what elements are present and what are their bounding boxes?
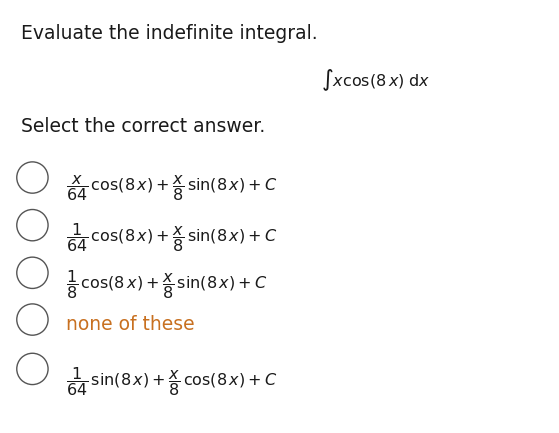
Text: $\int x \cos(8\,x)\;\mathrm{d}x$: $\int x \cos(8\,x)\;\mathrm{d}x$	[321, 67, 430, 93]
Ellipse shape	[17, 210, 48, 241]
Text: $\dfrac{x}{64}\,\cos(8\,x)+\dfrac{x}{8}\,\sin(8\,x)+C$: $\dfrac{x}{64}\,\cos(8\,x)+\dfrac{x}{8}\…	[66, 173, 277, 203]
Ellipse shape	[17, 257, 48, 288]
Ellipse shape	[17, 304, 48, 335]
Text: Evaluate the indefinite integral.: Evaluate the indefinite integral.	[21, 24, 318, 43]
Text: none of these: none of these	[66, 315, 195, 334]
Text: Select the correct answer.: Select the correct answer.	[21, 117, 266, 136]
Ellipse shape	[17, 353, 48, 385]
Text: $\dfrac{1}{8}\,\cos(8\,x)+\dfrac{x}{8}\,\sin(8\,x)+C$: $\dfrac{1}{8}\,\cos(8\,x)+\dfrac{x}{8}\,…	[66, 268, 267, 301]
Ellipse shape	[17, 162, 48, 193]
Text: $\dfrac{1}{64}\,\sin(8\,x)+\dfrac{x}{8}\,\cos(8\,x)+C$: $\dfrac{1}{64}\,\sin(8\,x)+\dfrac{x}{8}\…	[66, 365, 277, 397]
Text: $\dfrac{1}{64}\,\cos(8\,x)+\dfrac{x}{8}\,\sin(8\,x)+C$: $\dfrac{1}{64}\,\cos(8\,x)+\dfrac{x}{8}\…	[66, 221, 277, 254]
